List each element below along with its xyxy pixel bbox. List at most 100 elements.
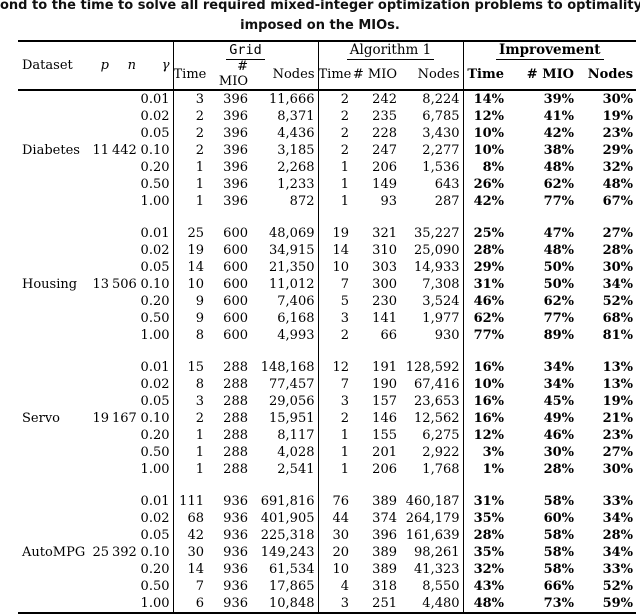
cell-imp-mio: 41% [543, 109, 575, 124]
cell-imp-nodes: 33% [602, 562, 634, 577]
cell-grid-mio: 396 [223, 109, 248, 124]
cell-dataset [18, 108, 90, 125]
group-header-improvement: Improvement [463, 41, 636, 60]
spacer-cell [139, 210, 174, 225]
cell-grid-mio: 936 [223, 528, 248, 543]
cell-grid-nodes: 21,350 [251, 259, 319, 276]
cell-alg-nodes: 25,090 [400, 242, 464, 259]
cell-n [112, 293, 139, 310]
spacer-cell [173, 478, 207, 493]
cell-n [112, 193, 139, 210]
cell-dataset [18, 444, 90, 461]
cell-n [112, 393, 139, 410]
cell-alg-mio: 149 [372, 177, 397, 192]
spacer-cell [112, 344, 139, 359]
cell-alg-mio: 303 [372, 260, 397, 275]
table-row: 0.50 9 600 6,168 3 141 1,977 62% 77% 68% [18, 310, 636, 327]
cell-gamma: 0.10 [139, 276, 174, 293]
cell-imp-mio: 58% [543, 494, 575, 509]
spacer-cell [18, 210, 90, 225]
cell-dataset [18, 393, 90, 410]
cell-imp-time: 42% [473, 194, 505, 209]
cell-grid-nodes: 149,243 [251, 544, 319, 561]
cell-imp-mio: 62% [543, 294, 575, 309]
cell-alg-nodes: 23,653 [400, 393, 464, 410]
table-row: 0.02 68 936 401,905 44 374 264,179 35% 60% 34% [18, 510, 636, 527]
cell-p [90, 527, 112, 544]
spacer-cell [139, 478, 174, 493]
cell-alg-mio: 374 [372, 511, 397, 526]
cell-p [90, 225, 112, 242]
spacer-cell [507, 344, 577, 359]
table-row: 0.01 111 936 691,816 76 389 460,187 31% 58% 33% [18, 493, 636, 510]
cell-grid-nodes: 17,865 [251, 578, 319, 595]
cell-imp-time: 1% [482, 462, 505, 477]
cell-imp-time: 62% [473, 311, 505, 326]
sub-header-grid-nodes: Nodes [251, 59, 319, 90]
sub-header-row: Time # MIO Nodes Time # MIO Nodes Time #… [18, 59, 636, 90]
cell-alg-mio: 389 [372, 562, 397, 577]
spacer-cell [173, 344, 207, 359]
col-header-dataset: Dataset [22, 58, 73, 73]
cell-p [90, 461, 112, 478]
cell-gamma: 0.05 [139, 393, 174, 410]
cell-imp-nodes: 33% [602, 494, 634, 509]
cell-n [112, 242, 139, 259]
cell-imp-mio: 58% [543, 562, 575, 577]
cell-grid-mio: 288 [223, 411, 248, 426]
cell-imp-nodes: 34% [602, 277, 634, 292]
cell-p [90, 376, 112, 393]
cell-grid-nodes: 48,069 [251, 225, 319, 242]
cell-alg-nodes: 98,261 [400, 544, 464, 561]
cell-grid-nodes: 2,541 [251, 461, 319, 478]
cell-grid-mio: 600 [223, 260, 248, 275]
cell-gamma: 0.20 [139, 159, 174, 176]
cell-alg-mio: 93 [380, 194, 397, 209]
cell-grid-nodes: 8,371 [251, 108, 319, 125]
cell-n [112, 461, 139, 478]
cell-imp-time: 48% [473, 596, 505, 611]
table-row: 0.02 2 396 8,371 2 235 6,785 12% 41% 19% [18, 108, 636, 125]
cell-gamma: 0.02 [139, 510, 174, 527]
table-header: Dataset p n γ Grid Algorithm 1 Improveme… [18, 41, 637, 90]
cell-grid-mio: 600 [223, 243, 248, 258]
table-row: 0.20 1 288 8,117 1 155 6,275 12% 46% 23% [18, 427, 636, 444]
sub-header-grid-mio: # MIO [218, 59, 248, 89]
cell-alg-time: 2 [340, 92, 349, 107]
cell-alg-mio: 300 [372, 277, 397, 292]
cell-alg-nodes: 3,430 [400, 125, 464, 142]
cell-imp-time: 14% [473, 92, 505, 107]
cell-n [112, 527, 139, 544]
cell-imp-mio: 30% [543, 445, 575, 460]
table-row: 0.05 2 396 4,436 2 228 3,430 10% 42% 23% [18, 125, 636, 142]
cell-p [90, 444, 112, 461]
group-header-algorithm-1-label: Algorithm 1 [346, 42, 435, 60]
cell-alg-time: 1 [340, 445, 349, 460]
cell-imp-mio: 50% [543, 277, 575, 292]
table-row: 0.01 3 396 11,666 2 242 8,224 14% 39% 30% [18, 90, 636, 108]
cell-imp-mio: 73% [543, 596, 575, 611]
cell-alg-nodes: 460,187 [400, 493, 464, 510]
cell-grid-mio: 936 [223, 579, 248, 594]
cell-alg-nodes: 35,227 [400, 225, 464, 242]
cell-dataset [18, 125, 90, 142]
cell-p [90, 310, 112, 327]
spacer-cell [507, 210, 577, 225]
cell-grid-time: 2 [195, 143, 204, 158]
cell-gamma: 0.20 [139, 427, 174, 444]
cell-imp-nodes: 48% [602, 177, 634, 192]
cell-alg-nodes: 6,275 [400, 427, 464, 444]
cell-grid-time: 2 [195, 126, 204, 141]
cell-grid-time: 14 [187, 260, 204, 275]
cell-grid-nodes: 872 [251, 193, 319, 210]
cell-p [90, 259, 112, 276]
cell-alg-time: 2 [340, 328, 349, 343]
spacer-cell [318, 210, 352, 225]
cell-grid-nodes: 77,457 [251, 376, 319, 393]
cell-dataset [18, 90, 90, 108]
cell-grid-nodes: 148,168 [251, 359, 319, 376]
cell-grid-mio: 936 [223, 511, 248, 526]
cell-dataset [18, 293, 90, 310]
cell-imp-mio: 58% [543, 545, 575, 560]
cell-p [90, 359, 112, 376]
